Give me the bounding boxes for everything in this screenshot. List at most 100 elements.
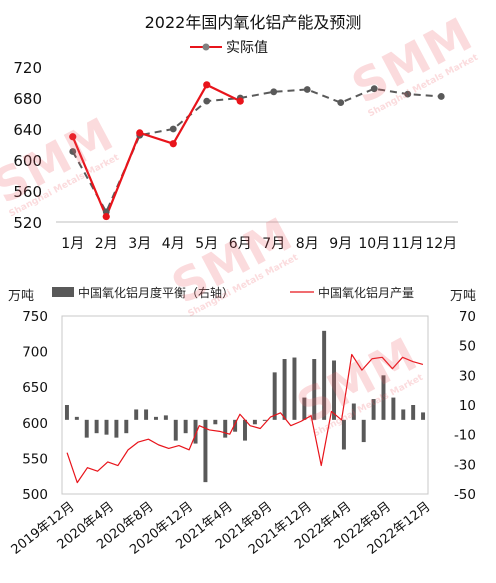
legend-label-actual: 实际值	[226, 40, 268, 56]
balance-bar	[64, 405, 69, 420]
balance-bar	[401, 409, 406, 420]
left-y-tick-label: 650	[22, 380, 48, 396]
forecast-line	[71, 87, 442, 213]
x-tick-label: 8月	[296, 236, 319, 252]
capacity-forecast-chart: 2022年国内氧化铝产能及预测 实际值 520 560 600 640 680 720 1…	[13, 13, 458, 252]
forecast-point	[404, 90, 412, 98]
balance-bar	[341, 419, 346, 450]
forecast-point	[303, 86, 311, 93]
balance-bar	[124, 419, 129, 434]
x-tick-labels: 2019年12月2020年4月2020年8月2020年12月2021年4月202…	[9, 499, 434, 557]
right-y-tick-label: 50	[459, 339, 476, 355]
actual-point	[236, 97, 244, 105]
x-tick-label: 2月	[95, 236, 118, 252]
balance-bar	[104, 419, 109, 435]
balance-bar	[203, 419, 208, 483]
balance-bars	[64, 330, 426, 483]
actual-point	[136, 129, 144, 137]
chart-title: 2022年国内氧化铝产能及预测	[145, 13, 362, 32]
actual-point	[203, 81, 211, 89]
balance-bar	[84, 419, 89, 438]
left-y-axis: 500 550 600 650 700 750	[22, 309, 48, 503]
balance-bar	[213, 419, 218, 425]
balance-bar	[233, 419, 238, 432]
right-y-axis: -50 -30 -10 10 30 50 70	[454, 309, 476, 503]
balance-bar	[114, 419, 119, 438]
x-tick-label: 3月	[128, 236, 151, 252]
forecast-point	[437, 93, 445, 100]
balance-bar	[94, 419, 99, 434]
x-tick-label: 4月	[162, 236, 185, 252]
x-tick-label: 5月	[195, 236, 218, 252]
plot-frame	[61, 315, 429, 495]
legend: 实际值	[190, 40, 268, 56]
right-y-tick-label: -50	[454, 487, 476, 503]
left-y-tick-label: 700	[22, 345, 48, 361]
output-line	[66, 353, 424, 484]
actual-point	[69, 133, 77, 141]
balance-bar	[312, 359, 317, 420]
y-axis: 520 560 600 640 680 720	[13, 59, 42, 232]
left-y-tick-label: 550	[22, 451, 48, 467]
y-tick-label: 680	[13, 90, 42, 108]
balance-bar	[252, 419, 257, 425]
x-tick-label: 1月	[61, 236, 84, 252]
balance-bar	[322, 330, 327, 420]
x-tick-label: 10月	[358, 236, 390, 252]
balance-bar	[134, 409, 139, 420]
x-tick-label: 6月	[229, 236, 252, 252]
balance-bar	[351, 403, 356, 420]
balance-bar	[193, 419, 198, 444]
forecast-point	[370, 85, 378, 93]
balance-bar	[74, 416, 79, 420]
actual-line	[71, 83, 241, 218]
right-y-tick-label: -30	[454, 457, 476, 473]
left-y-tick-label: 500	[22, 487, 48, 503]
x-tick-label: 9月	[329, 236, 352, 252]
right-y-tick-label: 30	[459, 368, 476, 384]
balance-bar	[163, 415, 168, 420]
series-lines	[71, 83, 442, 218]
balance-bar	[332, 360, 337, 420]
balance-bar	[183, 419, 188, 434]
series-points	[69, 81, 445, 221]
legend: 中国氧化铝月度平衡（右轴） 中国氧化铝月产量	[52, 285, 414, 300]
right-y-tick-label: -10	[454, 428, 476, 444]
balance-bar	[421, 412, 426, 420]
legend-bar-swatch	[52, 287, 74, 297]
balance-bar	[272, 372, 277, 420]
balance-bar	[282, 359, 287, 420]
left-y-tick-label: 750	[22, 309, 48, 325]
x-tick-label: 12月	[425, 236, 457, 252]
x-tick-label: 11月	[392, 236, 424, 252]
forecast-point	[337, 99, 345, 107]
balance-bar	[144, 409, 149, 420]
actual-point	[102, 212, 110, 221]
balance-bar	[292, 357, 297, 420]
output-line-path	[66, 353, 424, 484]
balance-bar	[243, 419, 247, 441]
balance-bar	[381, 375, 386, 420]
y-tick-label: 600	[13, 152, 42, 170]
left-y-tick-label: 600	[22, 416, 48, 432]
y-tick-label: 520	[13, 214, 42, 232]
balance-bar	[411, 405, 416, 420]
forecast-point	[203, 97, 211, 105]
legend-marker-actual	[202, 43, 210, 51]
balance-bar	[361, 419, 366, 443]
balance-bar	[262, 419, 267, 421]
balance-bar	[302, 397, 307, 420]
balance-bar	[223, 419, 228, 438]
forecast-point	[169, 125, 177, 133]
legend-label-balance: 中国氧化铝月度平衡（右轴）	[78, 285, 234, 300]
left-axis-unit: 万吨	[8, 289, 34, 304]
right-axis-unit: 万吨	[450, 289, 476, 304]
balance-bar	[391, 397, 396, 420]
legend-label-output: 中国氧化铝月产量	[318, 285, 414, 300]
forecast-point	[270, 88, 278, 96]
y-tick-label: 560	[13, 183, 42, 201]
forecast-point	[69, 148, 77, 155]
right-y-tick-label: 70	[459, 309, 476, 325]
balance-bar	[371, 399, 376, 420]
y-tick-label: 640	[13, 121, 42, 139]
